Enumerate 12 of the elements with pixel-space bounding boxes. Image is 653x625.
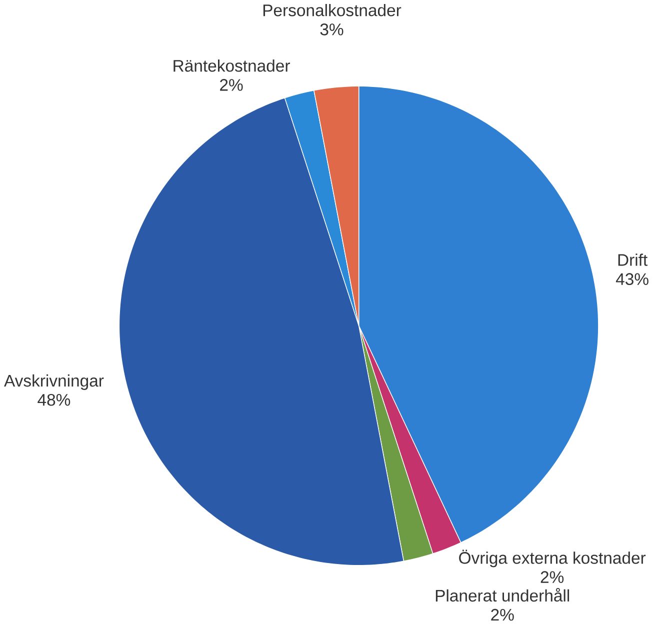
data-label: 2%	[540, 571, 564, 584]
slice-label: Övriga externa kostnader	[459, 550, 646, 568]
slice-label: Drift	[618, 254, 648, 266]
data-label: 2%	[491, 609, 514, 621]
slice-label: Planerat underhåll	[436, 588, 570, 602]
slice-label: Personalkostnader	[263, 4, 402, 16]
data-label: 2%	[220, 79, 243, 91]
slice-label: Räntekostnader	[174, 60, 290, 72]
data-label: 48%	[38, 394, 70, 406]
slice-label: Avskrivningar	[4, 374, 104, 390]
data-label: 43%	[616, 273, 648, 286]
data-label: 3%	[320, 24, 344, 36]
